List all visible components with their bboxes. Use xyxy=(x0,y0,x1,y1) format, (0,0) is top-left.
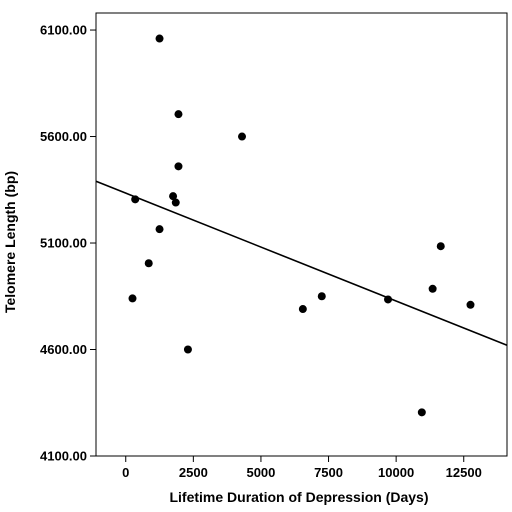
y-tick-label: 5600.00 xyxy=(40,129,87,144)
data-point xyxy=(174,110,183,119)
fit-line xyxy=(95,180,508,346)
x-tick-label: 5000 xyxy=(246,465,275,480)
data-point xyxy=(131,195,140,204)
x-tick-label: 0 xyxy=(122,465,129,480)
data-point xyxy=(183,345,192,354)
y-axis-ticks: 4100.00 4600.00 5100.00 5600.00 6100.00 xyxy=(40,23,96,464)
data-point xyxy=(171,198,180,207)
data-point xyxy=(155,34,164,43)
data-point xyxy=(428,284,437,293)
plot-border xyxy=(95,12,508,457)
data-point xyxy=(174,162,183,171)
data-points xyxy=(128,34,475,417)
x-tick-label: 2500 xyxy=(179,465,208,480)
data-point xyxy=(417,408,426,417)
data-point xyxy=(128,294,137,303)
y-axis-label: Telomere Length (bp) xyxy=(2,171,18,313)
data-point xyxy=(238,132,247,141)
data-point xyxy=(155,225,164,234)
x-tick-label: 10000 xyxy=(378,465,414,480)
plot-frame xyxy=(95,12,508,457)
data-point xyxy=(169,192,178,201)
data-point xyxy=(436,242,445,251)
x-tick-label: 12500 xyxy=(446,465,482,480)
data-point xyxy=(144,259,153,268)
y-tick-label: 5100.00 xyxy=(40,236,87,251)
y-tick-label: 4100.00 xyxy=(40,449,87,464)
x-axis-label: Lifetime Duration of Depression (Days) xyxy=(169,489,428,505)
y-tick-label: 4600.00 xyxy=(40,342,87,357)
data-point xyxy=(384,295,393,304)
x-axis-ticks: 0 2500 5000 7500 10000 12500 xyxy=(122,456,482,480)
y-tick-label: 6100.00 xyxy=(40,23,87,38)
data-point xyxy=(317,292,326,301)
data-point xyxy=(298,305,307,314)
x-tick-label: 7500 xyxy=(314,465,343,480)
data-point xyxy=(466,300,475,309)
fit-line-group xyxy=(95,180,508,346)
